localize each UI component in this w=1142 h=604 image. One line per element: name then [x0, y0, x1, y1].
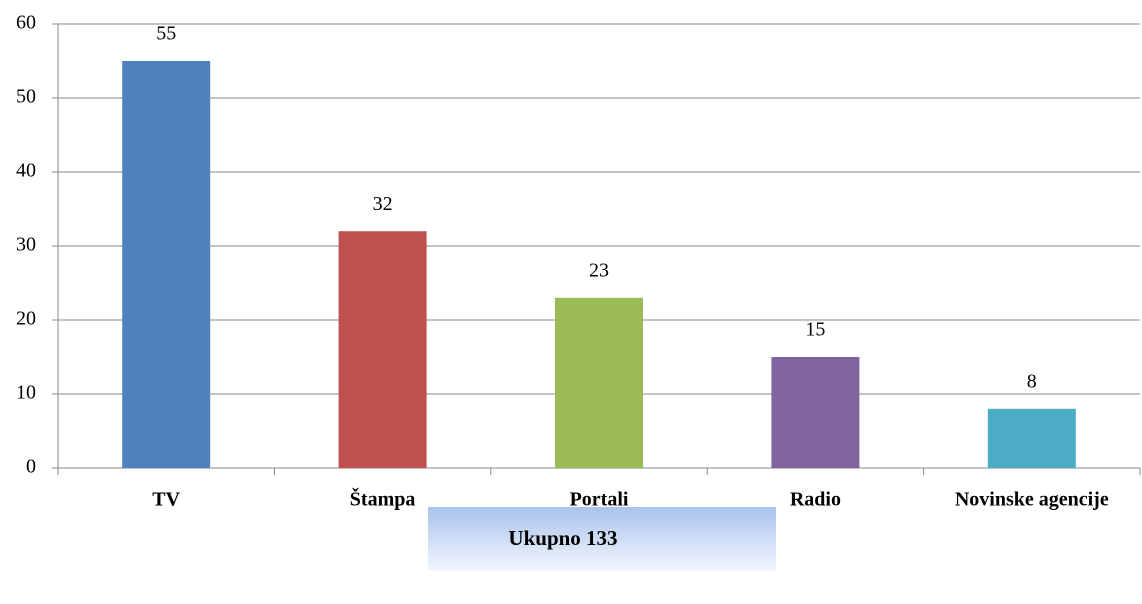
bar	[771, 357, 860, 468]
x-tick-label: Portali	[570, 489, 629, 511]
x-tick-label: Novinske agencije	[955, 489, 1109, 511]
x-tick-label: Radio	[790, 489, 841, 511]
y-tick-label: 20	[16, 308, 36, 330]
y-tick-label: 40	[16, 160, 36, 182]
y-tick-label: 10	[16, 382, 36, 404]
data-label: 55	[156, 23, 176, 45]
data-label: 8	[1027, 370, 1037, 392]
x-tick-label: Štampa	[350, 487, 416, 511]
y-tick-label: 30	[16, 234, 36, 256]
data-label: 23	[589, 259, 609, 281]
bar	[555, 297, 643, 468]
data-label: 15	[805, 319, 825, 341]
x-tick-label: TV	[152, 489, 180, 511]
bar	[122, 61, 211, 468]
y-tick-label: 50	[16, 86, 36, 108]
bar	[987, 408, 1076, 468]
total-label: Ukupno 133	[508, 526, 617, 550]
bar	[338, 231, 427, 468]
total-box	[428, 507, 776, 571]
data-label: 32	[373, 193, 393, 215]
y-tick-label: 60	[16, 12, 36, 34]
y-tick-label: 0	[26, 456, 36, 478]
